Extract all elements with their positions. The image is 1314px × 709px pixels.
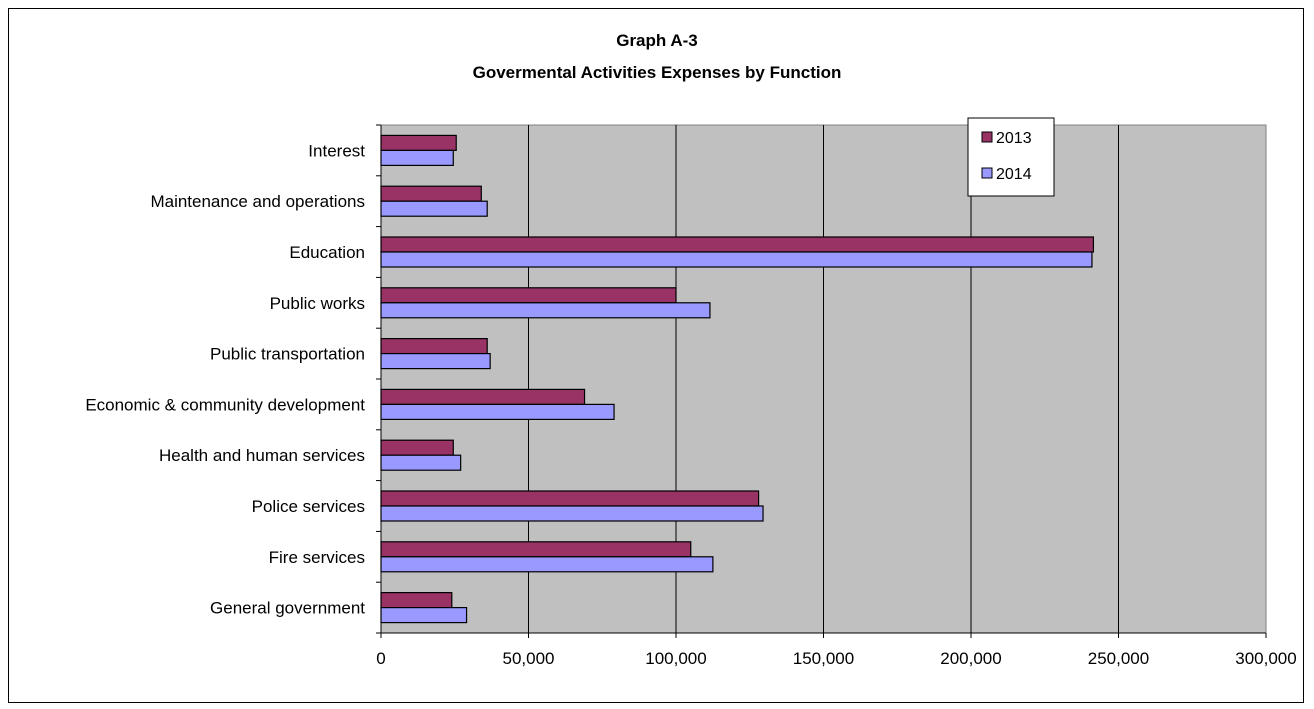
bar-2013 xyxy=(380,490,760,507)
legend-label-2014: 2014 xyxy=(996,166,1032,183)
bar-2013 xyxy=(380,134,457,151)
bar-2014 xyxy=(380,149,454,166)
x-tick-label: 0 xyxy=(376,649,385,668)
bar-2013 xyxy=(380,338,488,355)
bar-2014 xyxy=(380,606,468,624)
bar-2014 xyxy=(380,505,764,522)
x-tick-label: 100,000 xyxy=(645,649,706,668)
chart-title: Graph A-3 xyxy=(616,31,698,50)
bar-2013 xyxy=(380,185,482,202)
bar-2014 xyxy=(380,251,1093,268)
bar-2014 xyxy=(380,556,714,573)
x-tick-label: 200,000 xyxy=(940,649,1001,668)
category-label: General government xyxy=(210,599,365,618)
bar-2013 xyxy=(380,541,692,558)
legend-label-2013: 2013 xyxy=(996,130,1032,147)
category-label: Interest xyxy=(308,141,365,160)
bar-2014 xyxy=(380,454,462,471)
bar-2013 xyxy=(380,287,677,304)
x-tick-label: 150,000 xyxy=(793,649,854,668)
category-label: Fire services xyxy=(269,548,365,567)
category-label: Public works xyxy=(270,294,365,313)
bar-2013 xyxy=(380,388,586,405)
legend-swatch-2013 xyxy=(981,131,993,143)
legend-swatch-2014 xyxy=(981,167,993,179)
category-label: Public transportation xyxy=(210,345,365,364)
plot-area: 0 50,000 100,000 150,000 200,000 250,000 300,0… xyxy=(85,124,1297,668)
category-label: Health and human services xyxy=(159,446,365,465)
chart-subtitle: Govermental Activities Expenses by Funct… xyxy=(473,63,842,82)
bar-2014 xyxy=(380,353,491,370)
bar-2014 xyxy=(380,302,711,319)
x-tick-label: 250,000 xyxy=(1088,649,1149,668)
x-tick-label: 300,000 xyxy=(1235,649,1296,668)
category-label: Police services xyxy=(252,497,365,516)
legend-box xyxy=(967,117,1055,197)
category-label: Maintenance and operations xyxy=(150,192,365,211)
x-tick-label: 50,000 xyxy=(503,649,555,668)
bar-2014 xyxy=(380,403,615,420)
category-label: Economic & community development xyxy=(85,395,365,414)
category-label: Education xyxy=(289,243,365,262)
bar-2013 xyxy=(380,591,453,609)
bar-2014 xyxy=(380,200,488,217)
legend: 2013 2014 xyxy=(967,117,1055,197)
bar-2013 xyxy=(380,236,1095,253)
bar-2013 xyxy=(380,439,454,456)
